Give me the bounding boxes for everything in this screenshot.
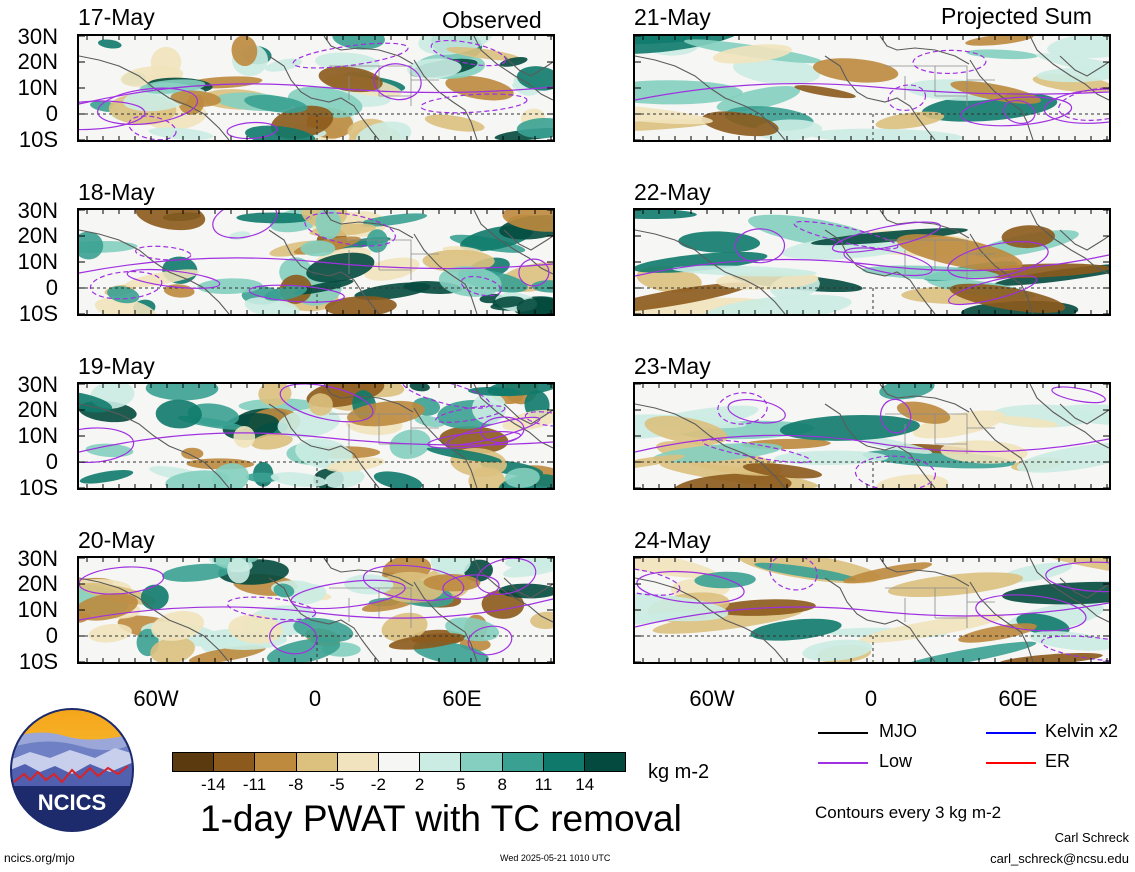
lat-label-10n: 10N <box>17 597 58 622</box>
lon-label-0-right: 0 <box>864 686 878 711</box>
lat-label-20n: 20N <box>17 223 58 248</box>
lat-label-20n: 20N <box>17 49 58 74</box>
er-legend-label: ER <box>1045 751 1071 771</box>
colorbar-tick-label: -14 <box>200 775 226 794</box>
map-panel-left-1 <box>77 34 555 142</box>
lat-label-10s: 10S <box>18 649 58 674</box>
colorbar-swatch <box>377 753 420 771</box>
lat-label-30n: 30N <box>17 372 58 397</box>
colorbar-unit: kg m-2 <box>648 761 710 783</box>
lat-label-10s: 10S <box>18 475 58 500</box>
colorbar-swatch <box>213 753 255 771</box>
colorbar-tick-label: -11 <box>242 775 267 794</box>
map-panel-left-3 <box>77 382 555 490</box>
lat-label-20n: 20N <box>17 571 58 596</box>
map-panel-right-1 <box>633 34 1111 142</box>
lon-label-60e-right: 60E <box>998 686 1038 711</box>
lat-label-10n: 10N <box>17 249 58 274</box>
colorbar-tick-label: 11 <box>534 775 553 794</box>
lat-label-eq: 0 <box>45 101 58 126</box>
low-legend-label: Low <box>879 751 913 771</box>
lat-label-30n: 30N <box>17 198 58 223</box>
map-panel-right-2 <box>633 208 1111 316</box>
colorbar-swatch <box>501 753 543 771</box>
panel-date-left-4: 20-May <box>78 527 155 553</box>
lon-label-60w-right: 60W <box>689 686 735 711</box>
lat-label-10s: 10S <box>18 127 58 152</box>
er-legend-line <box>986 762 1036 764</box>
contour-note: Contours every 3 kg m-2 <box>815 803 1002 822</box>
observed-header: Observed <box>442 7 542 33</box>
lat-label-10s: 10S <box>18 301 58 326</box>
panel-date-right-4: 24-May <box>634 527 711 553</box>
logo-text: NCICS <box>38 790 106 815</box>
lon-label-60w-left: 60W <box>133 686 179 711</box>
map-panel-right-4 <box>633 556 1111 664</box>
lat-label-30n: 30N <box>17 24 58 49</box>
lon-label-60e-left: 60E <box>442 686 482 711</box>
colorbar-tick-label: 8 <box>497 775 507 794</box>
panel-date-left-1: 17-May <box>78 4 155 30</box>
panel-date-left-3: 19-May <box>78 353 155 379</box>
colorbar-swatch <box>336 753 378 771</box>
mjo-legend-line <box>818 732 868 734</box>
kelvin-legend-line <box>986 732 1036 734</box>
lat-label-eq: 0 <box>45 275 58 300</box>
lat-label-10n: 10N <box>17 75 58 100</box>
footer-email[interactable]: carl_schreck@ncsu.edu <box>990 851 1129 866</box>
panel-date-right-2: 22-May <box>634 179 711 205</box>
colorbar-tick-label: -2 <box>370 775 386 794</box>
colorbar-swatch <box>254 753 296 771</box>
colorbar-swatch <box>542 753 584 771</box>
mjo-legend-label: MJO <box>879 721 917 741</box>
colorbar-swatch <box>419 753 461 771</box>
colorbar <box>172 752 626 772</box>
colorbar-tick-label: -5 <box>329 775 345 794</box>
lat-label-eq: 0 <box>45 623 58 648</box>
colorbar-swatch <box>173 753 214 771</box>
projected-header: Projected Sum <box>941 3 1092 29</box>
panel-date-right-3: 23-May <box>634 353 711 379</box>
colorbar-tick-label: 14 <box>575 775 595 794</box>
lat-label-eq: 0 <box>45 449 58 474</box>
map-panel-right-3 <box>633 382 1111 490</box>
map-panel-left-4 <box>77 556 555 664</box>
ncics-logo: NCICS <box>10 708 134 832</box>
colorbar-tick-label: 2 <box>414 775 425 794</box>
panel-date-right-1: 21-May <box>634 4 711 30</box>
map-panel-left-2 <box>77 208 555 316</box>
colorbar-swatch <box>460 753 502 771</box>
footer-timestamp: Wed 2025-05-21 1010 UTC <box>500 853 611 863</box>
lat-label-10n: 10N <box>17 423 58 448</box>
low-legend-line <box>818 762 868 764</box>
panel-date-left-2: 18-May <box>78 179 155 205</box>
footer-author: Carl Schreck <box>1054 830 1129 845</box>
colorbar-swatch <box>295 753 337 771</box>
lat-label-30n: 30N <box>17 546 58 571</box>
colorbar-tick-label: 5 <box>456 775 466 794</box>
lon-label-0-left: 0 <box>308 686 322 711</box>
kelvin-legend-label: Kelvin x2 <box>1045 721 1119 741</box>
footer-url[interactable]: ncics.org/mjo <box>4 851 75 865</box>
colorbar-swatch <box>583 753 626 771</box>
chart-title: 1-day PWAT with TC removal <box>200 798 682 839</box>
colorbar-tick-label: -8 <box>288 775 304 794</box>
lat-label-20n: 20N <box>17 397 58 422</box>
